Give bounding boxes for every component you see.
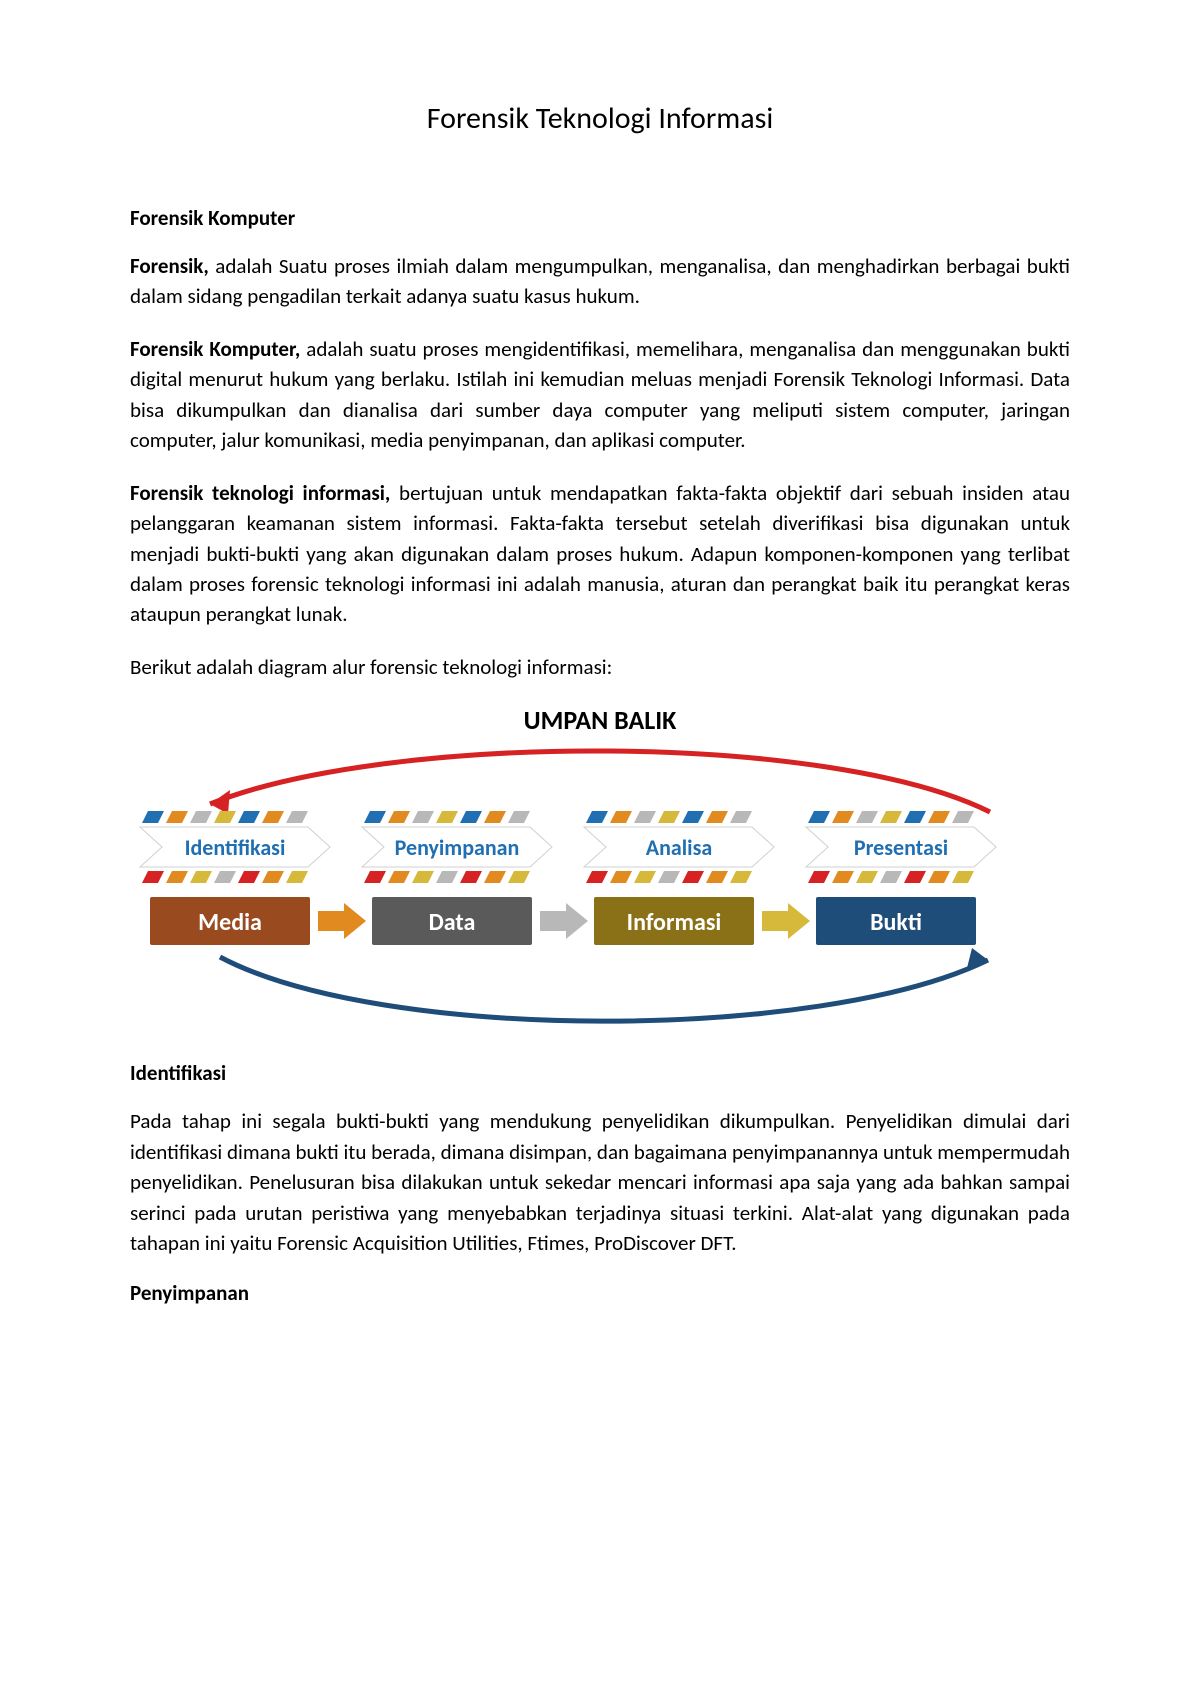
lead-forensik-ti: Forensik teknologi informasi, — [130, 480, 390, 506]
feedback-label: UMPAN BALIK — [130, 704, 1070, 736]
svg-text:Identifikasi: Identifikasi — [185, 834, 286, 861]
paragraph-forensik-ti: Forensik teknologi informasi, bertujuan … — [130, 478, 1070, 630]
paragraph-forensik-komputer: Forensik Komputer, adalah suatu proses m… — [130, 334, 1070, 456]
body-forensik: adalah Suatu proses ilmiah dalam mengump… — [130, 253, 1070, 309]
heading-identifikasi: Identifikasi — [130, 1060, 1070, 1086]
svg-text:Penyimpanan: Penyimpanan — [395, 834, 520, 861]
svg-text:Data: Data — [429, 908, 476, 937]
heading-forensik-komputer: Forensik Komputer — [130, 205, 1070, 231]
paragraph-identifikasi: Pada tahap ini segala bukti-bukti yang m… — [130, 1106, 1070, 1258]
document-title: Forensik Teknologi Informasi — [130, 100, 1070, 137]
heading-penyimpanan: Penyimpanan — [130, 1280, 1070, 1306]
svg-text:Informasi: Informasi — [627, 908, 722, 937]
lead-forensik-komputer: Forensik Komputer, — [130, 336, 300, 362]
flowchart-svg: Identifikasi Penyimpanan Analisa Presentasi… — [130, 742, 1070, 1032]
flowchart-diagram: UMPAN BALIK Identifikasi Penyimpanan Anali… — [130, 704, 1070, 1032]
paragraph-forensik: Forensik, adalah Suatu proses ilmiah dal… — [130, 251, 1070, 312]
svg-text:Media: Media — [198, 908, 262, 937]
paragraph-diagram-intro: Berikut adalah diagram alur forensic tek… — [130, 652, 1070, 682]
svg-text:Presentasi: Presentasi — [854, 834, 948, 861]
lead-forensik: Forensik, — [130, 253, 209, 279]
svg-text:Bukti: Bukti — [870, 908, 922, 937]
svg-text:Analisa: Analisa — [646, 834, 712, 861]
